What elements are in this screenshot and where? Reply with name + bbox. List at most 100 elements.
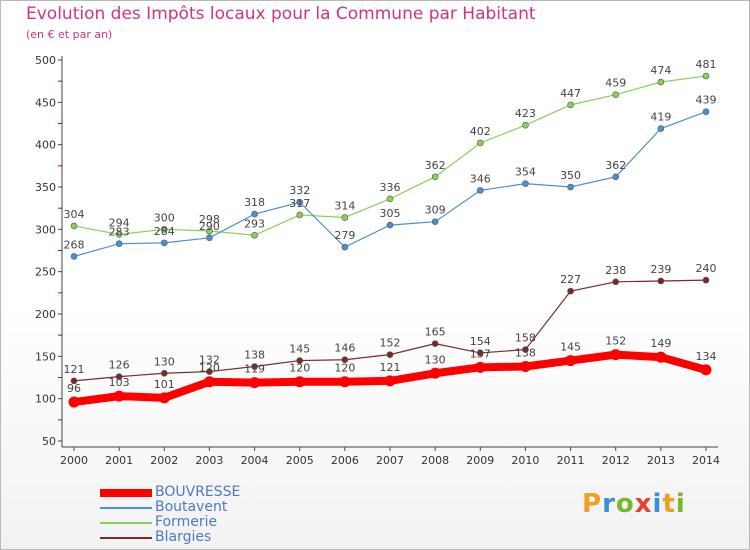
data-label: 283 xyxy=(109,226,130,239)
data-point xyxy=(384,375,396,387)
data-point xyxy=(565,355,577,367)
data-label: 134 xyxy=(696,350,717,363)
data-point xyxy=(386,351,394,358)
x-tick-label: 2013 xyxy=(647,454,675,467)
axes: 50 100 150 200 250 300 350 400 450 500 2000 2001 200… xyxy=(35,54,720,467)
data-label: 158 xyxy=(515,332,536,345)
data-point xyxy=(160,239,168,247)
data-label: 293 xyxy=(244,217,265,230)
data-point xyxy=(386,195,394,203)
data-label: 152 xyxy=(605,335,626,348)
legend-label: Formerie xyxy=(155,514,218,530)
data-point xyxy=(296,198,304,206)
legend-label: Boutavent xyxy=(155,499,228,515)
data-point xyxy=(612,278,620,286)
data-label: 96 xyxy=(67,382,81,395)
logo-letter: i xyxy=(675,489,686,519)
data-point xyxy=(700,364,712,376)
data-point xyxy=(476,139,484,147)
logo-letter: P xyxy=(582,489,603,519)
y-tick-label: 500 xyxy=(35,54,56,67)
data-point xyxy=(657,125,665,132)
data-label: 423 xyxy=(515,107,536,120)
data-label: 119 xyxy=(244,363,265,376)
data-label: 120 xyxy=(334,362,355,375)
data-label: 300 xyxy=(154,211,175,224)
data-label: 126 xyxy=(109,359,130,372)
data-point xyxy=(612,173,620,181)
data-label: 268 xyxy=(64,238,85,251)
data-label: 149 xyxy=(650,337,671,350)
data-label: 354 xyxy=(515,166,536,179)
data-label: 154 xyxy=(470,335,491,348)
legend-swatch xyxy=(100,537,152,539)
y-tick-label: 200 xyxy=(35,308,56,321)
data-label: 459 xyxy=(605,77,626,90)
data-label: 284 xyxy=(154,225,175,238)
data-label: 439 xyxy=(696,94,717,107)
data-label: 240 xyxy=(696,262,717,275)
chart-subtitle: (en € et par an) xyxy=(26,28,113,41)
x-tick-label: 2008 xyxy=(421,454,449,467)
data-point xyxy=(341,356,349,364)
data-point xyxy=(160,369,168,377)
data-label: 165 xyxy=(425,326,446,339)
data-label: 317 xyxy=(289,197,310,210)
x-tick-label: 2012 xyxy=(602,454,630,467)
legend-label: Blargies xyxy=(155,529,212,545)
data-point xyxy=(702,108,710,115)
data-point xyxy=(158,392,170,404)
data-point xyxy=(115,231,123,238)
y-tick-label: 450 xyxy=(35,96,56,109)
legend-label: BOUVRESSE xyxy=(155,484,241,500)
data-point xyxy=(341,243,349,251)
data-label: 137 xyxy=(470,347,491,360)
data-point xyxy=(251,210,258,218)
logo-letter: t xyxy=(662,489,676,519)
data-point xyxy=(386,221,394,229)
data-label: 152 xyxy=(380,337,401,350)
data-point xyxy=(522,121,529,129)
data-point xyxy=(68,396,80,408)
data-label: 474 xyxy=(650,64,671,77)
data-label: 290 xyxy=(199,220,220,233)
x-tick-label: 2004 xyxy=(241,454,269,467)
data-point xyxy=(203,376,215,388)
chart-title: Evolution des Impôts locaux pour la Comm… xyxy=(26,4,536,24)
data-label: 121 xyxy=(64,363,85,376)
data-point xyxy=(522,346,529,353)
data-point xyxy=(339,376,351,388)
x-tick-label: 2002 xyxy=(150,454,178,467)
data-label: 305 xyxy=(380,207,401,220)
y-tick-label: 250 xyxy=(35,266,56,279)
data-label: 103 xyxy=(109,376,130,389)
data-label: 481 xyxy=(696,58,717,71)
data-point xyxy=(70,222,78,230)
data-label: 447 xyxy=(560,87,581,100)
data-point xyxy=(206,227,213,235)
data-label: 298 xyxy=(199,213,220,226)
data-point xyxy=(251,231,258,239)
data-point xyxy=(251,363,258,370)
y-tick-label: 400 xyxy=(35,139,56,152)
x-tick-label: 2006 xyxy=(331,454,359,467)
data-point xyxy=(294,376,306,388)
data-label: 101 xyxy=(154,378,175,391)
data-point xyxy=(296,211,304,219)
data-label: 130 xyxy=(425,353,446,366)
data-label: 402 xyxy=(470,125,491,138)
logo-letter: r xyxy=(602,489,616,519)
series-blargies xyxy=(70,276,710,385)
data-point xyxy=(702,276,710,284)
data-point xyxy=(70,377,78,385)
data-point xyxy=(431,340,439,347)
x-tick-label: 2003 xyxy=(195,454,223,467)
data-labels: 121 126 130 132 138 145 146 152 165 154 158 227 238 2… xyxy=(64,58,717,395)
y-tick-label: 150 xyxy=(35,350,56,363)
data-label: 346 xyxy=(470,172,491,185)
data-label: 362 xyxy=(605,159,626,172)
x-tick-label: 2009 xyxy=(466,454,494,467)
legend-swatch xyxy=(100,507,152,509)
data-point xyxy=(522,180,529,187)
x-tick-label: 2005 xyxy=(286,454,314,467)
